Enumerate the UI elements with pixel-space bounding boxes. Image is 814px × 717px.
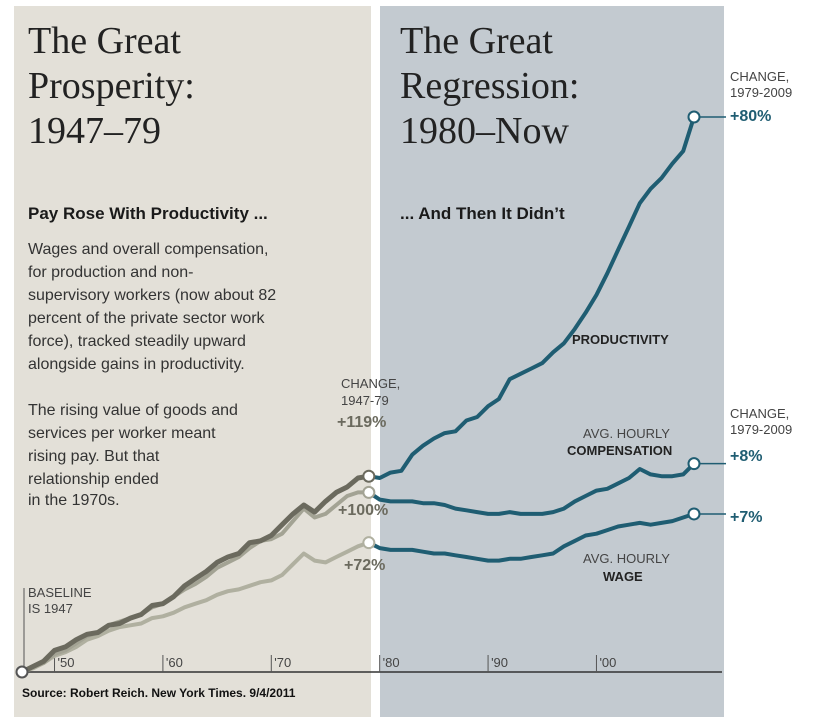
productivity-change-1947-79: +119% [337,414,386,431]
left-subtitle: Pay Rose With Productivity ... [28,204,268,223]
paragraph-2-line-2: services per worker meant [28,425,216,442]
x-tick-label: '70 [274,655,291,670]
compensation-change-1979-2009: +8% [730,448,762,465]
right-title-line-3: 1980–Now [400,110,569,152]
era-1947-79-panel [14,6,371,717]
paragraph-2: The rising value of goods and services p… [28,402,238,509]
series-layer [15,110,726,679]
origin-marker-1947 [15,665,29,679]
productivity-marker-2009 [687,110,701,124]
paragraph-1-line-1: Wages and overall compensation, [28,241,268,258]
right-title-line-1: The Great [400,20,553,62]
baseline-label-line-2: IS 1947 [28,601,73,616]
left-title-line-1: The Great [28,20,181,62]
wage-change-1979-2009: +7% [730,509,762,526]
productivity-line-1980-now [366,115,696,480]
productivity-line-1947-79 [19,473,372,675]
paragraph-1-line-4: percent of the private sector work [28,310,266,327]
right-subtitle: ... And Then It Didn’t [400,204,565,223]
paragraph-1-line-5: force), tracked steadily upward [28,333,246,350]
change-1979-2009-mid-line-2: 1979-2009 [730,422,792,437]
x-tick-label: '80 [383,655,400,670]
change-1979-2009-top-line-2: 1979-2009 [730,85,792,100]
paragraph-1-line-6: alongside gains in productivity. [28,356,245,373]
source-note: Source: Robert Reich. New York Times. 9/… [22,686,296,700]
paragraph-2-line-1: The rising value of goods and [28,402,238,419]
wage-line-1980-now [366,511,696,563]
compensation-change-1947-79: +100% [338,502,388,519]
wage-marker-1979 [362,536,376,550]
right-title-line-2: Regression: [400,65,579,107]
paragraph-1: Wages and overall compensation, for prod… [28,241,276,373]
compensation-line-1980-now [366,461,696,516]
era-1980-now-panel [380,6,724,717]
x-tick-label: '60 [166,655,183,670]
x-tick-label: '50 [58,655,75,670]
x-axis-ticks: '50 '60 '70 '80 '90 '00 [54,655,616,672]
wage-series-label-line-1: AVG. HOURLY [583,551,670,566]
productivity-series-label: PRODUCTIVITY [572,332,669,347]
compensation-line-1947-79 [20,490,371,674]
change-1979-2009-top-line-1: CHANGE, [730,69,789,84]
compensation-series-label-line-2: COMPENSATION [567,443,672,458]
wage-line-1947-79 [20,540,371,674]
compensation-series-label-line-1: AVG. HOURLY [583,426,670,441]
compensation-marker-2009 [687,457,701,471]
change-1947-79-label-line-1: CHANGE, [341,376,400,391]
compensation-marker-1979 [362,485,376,499]
change-1979-2009-mid-line-1: CHANGE, [730,406,789,421]
change-1947-79-label-line-2: 1947-79 [341,393,389,408]
wage-marker-2009 [687,507,701,521]
paragraph-2-line-5: in the 1970s. [28,492,120,509]
baseline-label-line-1: BASELINE [28,585,92,600]
wage-series-label-line-2: WAGE [603,569,643,584]
paragraph-2-line-4: relationship ended [28,471,159,488]
productivity-change-1979-2009: +80% [730,108,771,125]
x-tick-label: '00 [599,655,616,670]
paragraph-1-line-3: supervisory workers (now about 82 [28,287,276,304]
x-tick-label: '90 [491,655,508,670]
left-title-line-2: Prosperity: [28,65,195,107]
left-title-line-3: 1947–79 [28,110,161,152]
wage-change-1947-79: +72% [344,557,385,574]
paragraph-1-line-2: for production and non- [28,264,193,281]
paragraph-2-line-3: rising pay. But that [28,448,160,465]
productivity-marker-1979 [362,469,376,483]
